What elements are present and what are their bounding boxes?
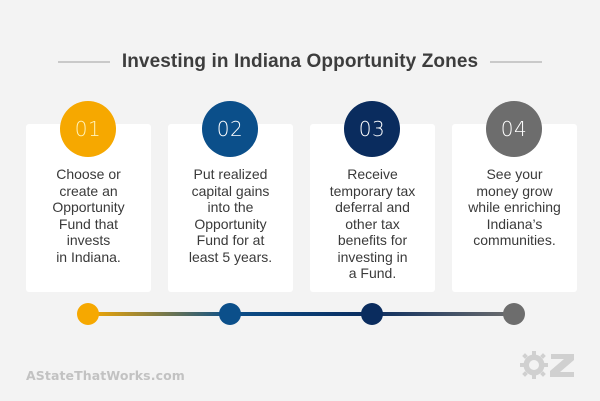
step-4-text: See your money grow while enriching Indi… <box>468 166 561 248</box>
step-3-badge: 03 <box>344 101 400 157</box>
timeline-dot-3 <box>361 303 383 325</box>
step-2-number: 02 <box>216 117 244 141</box>
timeline-dot-4 <box>503 303 525 325</box>
step-4-number: 04 <box>500 117 528 141</box>
title-rule-left <box>57 61 110 63</box>
step-card-4: See your money grow while enriching Indi… <box>452 124 577 292</box>
timeline-line <box>88 312 514 316</box>
step-card-3: Receive temporary tax deferral and other… <box>310 124 435 292</box>
step-2-badge: 02 <box>202 101 258 157</box>
step-1-text: Choose or create an Opportunity Fund tha… <box>52 166 125 265</box>
step-3-text: Receive temporary tax deferral and other… <box>329 166 416 281</box>
step-1-badge: 01 <box>60 101 116 157</box>
step-4-badge: 04 <box>486 101 542 157</box>
title-bar: Investing in Indiana Opportunity Zones <box>0 47 600 77</box>
step-3-number: 03 <box>358 117 386 141</box>
oz-gear-logo-icon <box>520 351 574 379</box>
website-label: AStateThatWorks.com <box>26 368 185 383</box>
title-rule-right <box>490 61 543 63</box>
step-2-text: Put realized capital gains into the Oppo… <box>188 166 273 265</box>
timeline-dot-2 <box>219 303 241 325</box>
timeline-dot-1 <box>77 303 99 325</box>
step-1-number: 01 <box>74 117 102 141</box>
page-title: Investing in Indiana Opportunity Zones <box>121 51 479 72</box>
